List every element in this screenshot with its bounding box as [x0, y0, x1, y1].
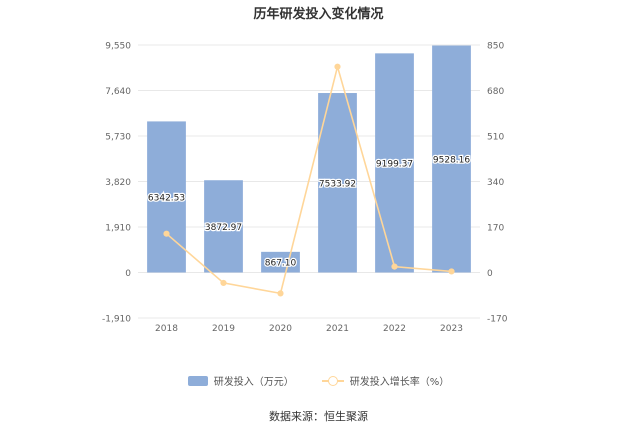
growth-point [220, 279, 227, 287]
chart-legend: 研发投入（万元） 研发投入增长率（%） [0, 373, 637, 388]
x-tick-label: 2023 [440, 324, 463, 334]
legend-line-label: 研发投入增长率（%） [349, 377, 450, 388]
growth-point [277, 290, 284, 297]
y-right-tick-label: 510 [487, 133, 504, 143]
x-tick-label: 2018 [155, 324, 178, 334]
y-left-tick-label: 7,640 [105, 87, 131, 97]
y-left-tick-label: 1,910 [105, 224, 131, 234]
y-right-tick-label: 0 [487, 269, 493, 279]
bar [375, 53, 414, 273]
bar-data-label: 3872.97 [205, 223, 242, 233]
growth-line [165, 63, 452, 295]
y-left-tick-label: 3,820 [105, 178, 131, 188]
bar-data-label: 7533.92 [319, 179, 356, 189]
growth-point [334, 63, 341, 70]
x-tick-label: 2019 [212, 324, 235, 334]
bar-data-label: 9199.37 [376, 159, 413, 169]
y-right-tick-label: 340 [487, 178, 504, 188]
y-right-tick-label: 850 [487, 42, 504, 52]
bar-data-label: 9528.16 [433, 156, 470, 166]
legend-bar-label: 研发投入（万元） [213, 377, 294, 388]
bar [204, 180, 243, 273]
bar [318, 93, 357, 273]
legend-line-swatch [321, 375, 344, 386]
x-tick-label: 2021 [326, 324, 349, 334]
bar [432, 45, 471, 273]
bar-data-label: 6342.53 [148, 193, 185, 203]
bar [147, 121, 186, 273]
x-tick-label: 2020 [269, 324, 292, 334]
y-left-tick-label: 9,550 [105, 42, 131, 52]
y-right-tick-label: 680 [487, 87, 504, 97]
bar-data-label: 867.10 [265, 259, 297, 269]
legend-item-line[interactable]: 研发投入增长率（%） [321, 373, 450, 388]
chart-title: 历年研发投入变化情况 [253, 7, 384, 22]
y-left-tick-label: -1,910 [102, 315, 131, 325]
y-left-tick-label: 5,730 [105, 133, 131, 143]
legend-item-bar[interactable]: 研发投入（万元） [187, 373, 294, 388]
y-right-tick-label: 170 [487, 224, 504, 234]
y-left-tick-label: 0 [125, 269, 131, 279]
growth-point [391, 263, 398, 270]
data-source: 数据来源：恒生聚源 [269, 410, 368, 423]
y-right-tick-label: -170 [487, 315, 508, 325]
x-tick-label: 2022 [383, 324, 406, 334]
growth-point [163, 230, 170, 237]
growth-point [448, 268, 455, 275]
legend-bar-swatch [187, 375, 208, 386]
